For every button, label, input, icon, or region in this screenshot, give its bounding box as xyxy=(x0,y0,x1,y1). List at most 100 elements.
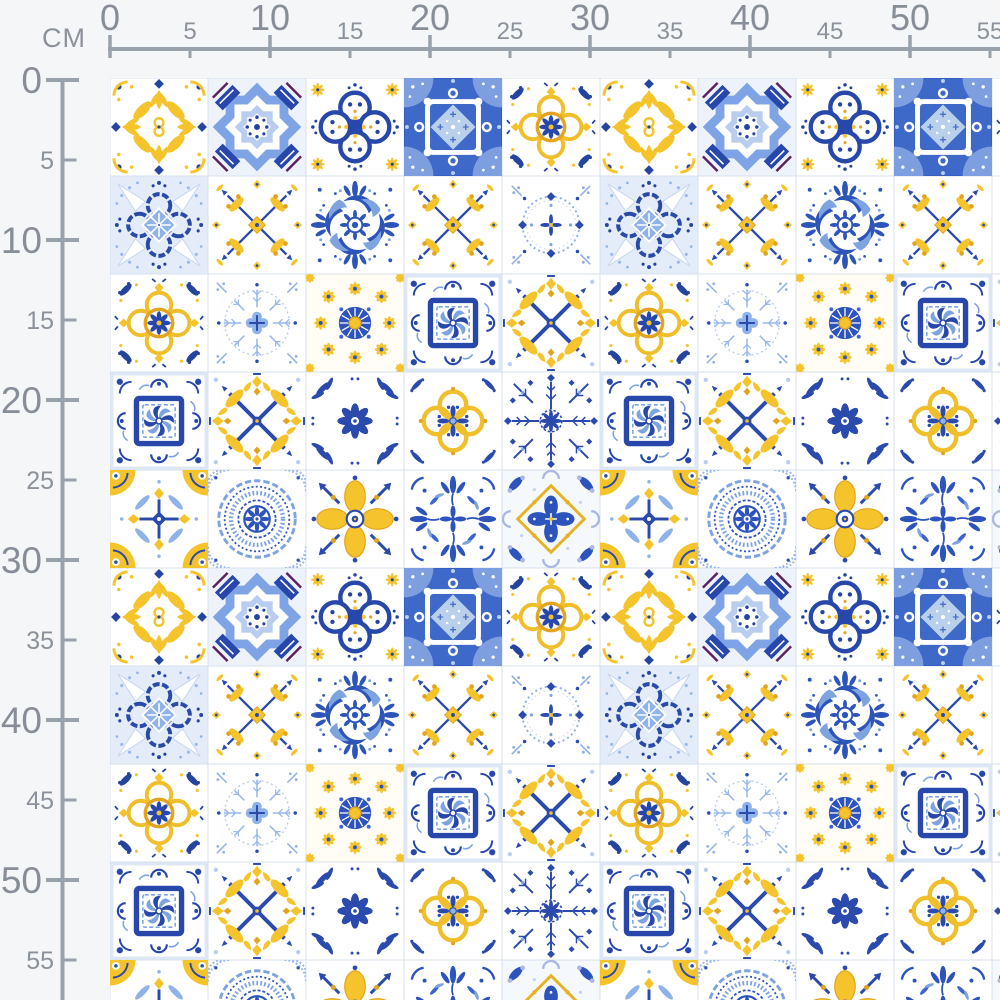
tile-daisy-field xyxy=(795,273,895,373)
tile-dense-blue-lattice xyxy=(502,372,600,470)
tile-bold-yellow-fleur-cross xyxy=(502,274,600,372)
top-ruler-minor-label: 15 xyxy=(337,18,364,45)
tile-fine-snowflake-wreath xyxy=(208,274,306,372)
tile-bold-yellow-fleur-cross xyxy=(992,274,1000,372)
tile-blue-square-frame-pinwheel xyxy=(404,274,502,372)
left-ruler-minor-label: 15 xyxy=(26,307,54,335)
top-ruler-minor-label: 55 xyxy=(977,18,1000,45)
tile-yellow-corner-scrolls xyxy=(110,960,208,1000)
tile-bold-yellow-fleur-cross xyxy=(502,764,600,862)
tile-yellow-corner-scrolls xyxy=(600,470,698,568)
left-ruler-major-label: 40 xyxy=(1,700,42,741)
tile-blue-square-frame-pinwheel xyxy=(600,862,698,960)
tile-ornate-blue-gold-center xyxy=(502,960,600,1000)
tile-yellow-fleur-x-cross xyxy=(698,666,796,764)
top-ruler-major-label: 0 xyxy=(100,0,120,38)
left-ruler-minor-label: 55 xyxy=(26,947,54,975)
tile-yellow-circle-medallion xyxy=(110,764,208,862)
tile-yellow-circle-medallion xyxy=(502,568,600,666)
tile-yellow-fleur-x-cross xyxy=(698,176,796,274)
tile-blue-square-frame-pinwheel xyxy=(404,764,502,862)
tile-bold-yellow-fleur-cross xyxy=(698,372,796,470)
top-ruler-minor-label: 5 xyxy=(183,18,196,45)
tile-blue-square-frame-pinwheel xyxy=(894,274,992,372)
left-ruler-minor-label: 5 xyxy=(40,147,54,175)
top-ruler-major-label: 10 xyxy=(250,0,290,38)
tile-yellow-corner-scrolls xyxy=(600,960,698,1000)
top-ruler-minor-label: 25 xyxy=(497,18,524,45)
tile-blue-eight-point-star xyxy=(698,568,796,666)
tile-yellow-fleur-x-cross xyxy=(404,176,502,274)
tile-pale-blue-medallion xyxy=(110,666,208,764)
tile-yellow-circle-medallion xyxy=(110,274,208,372)
tile-yellow-corner-scrolls xyxy=(110,470,208,568)
top-ruler-major-label: 20 xyxy=(410,0,450,38)
tile-yellow-floral-cross xyxy=(110,78,208,176)
tile-ornate-blue-gold-center xyxy=(992,960,1000,1000)
tile-blue-square-frame-pinwheel xyxy=(110,862,208,960)
tile-daisy-field xyxy=(795,763,895,863)
tile-yellow-circle-medallion xyxy=(600,274,698,372)
tile-blue-square-frame-pinwheel xyxy=(894,764,992,862)
top-ruler-minor-label: 35 xyxy=(657,18,684,45)
left-ruler-minor-label: 25 xyxy=(26,467,54,495)
tile-fine-snowflake-wreath xyxy=(208,764,306,862)
tile-blue-eight-point-star xyxy=(208,78,306,176)
tile-dense-blue-damask xyxy=(306,176,404,274)
tile-delicate-blue-wreath xyxy=(502,176,600,274)
left-ruler-major-label: 30 xyxy=(1,540,42,581)
left-ruler-major-label: 10 xyxy=(1,220,42,261)
top-ruler-major-label: 30 xyxy=(570,0,610,38)
tile-blue-damask-diamond xyxy=(894,78,992,176)
tile-yellow-fleur-x-cross xyxy=(404,666,502,764)
tile-delicate-blue-wreath xyxy=(992,666,1000,764)
tile-yellow-scalloped-quatrefoil xyxy=(894,862,992,960)
tile-yellow-fleur-x-cross xyxy=(894,176,992,274)
tile-yellow-scalloped-quatrefoil xyxy=(404,862,502,960)
tile-blue-foliage-sprays xyxy=(404,470,502,568)
tile-yellow-fleur-x-cross xyxy=(894,666,992,764)
tile-yellow-floral-cross xyxy=(600,568,698,666)
tile-blue-quatrefoil-circles xyxy=(306,78,404,176)
left-ruler-line xyxy=(60,78,65,1000)
tile-sparse-blue-rosette xyxy=(306,372,404,470)
tile-yellow-petal-cross xyxy=(306,470,404,568)
tile-yellow-fleur-x-cross xyxy=(208,176,306,274)
tile-yellow-circle-medallion xyxy=(992,568,1000,666)
tile-dense-blue-damask xyxy=(796,176,894,274)
tile-yellow-petal-cross xyxy=(306,960,404,1000)
tile-yellow-floral-cross xyxy=(600,78,698,176)
left-ruler-major-label: 50 xyxy=(1,860,42,901)
left-ruler-major-label: 0 xyxy=(21,60,42,101)
tile-bold-yellow-fleur-cross xyxy=(208,372,306,470)
tile-dense-blue-lattice xyxy=(502,862,600,960)
tile-blue-lace-medallion xyxy=(208,470,306,568)
tile-blue-eight-point-star xyxy=(698,78,796,176)
tile-ornate-blue-gold-center xyxy=(502,470,600,568)
tile-blue-quatrefoil-circles xyxy=(306,568,404,666)
tile-delicate-blue-wreath xyxy=(502,666,600,764)
tile-blue-foliage-sprays xyxy=(894,960,992,1000)
tile-pale-blue-medallion xyxy=(110,176,208,274)
tile-blue-square-frame-pinwheel xyxy=(600,372,698,470)
top-ruler-major-label: 40 xyxy=(730,0,770,38)
tile-yellow-petal-cross xyxy=(796,470,894,568)
tile-dense-blue-damask xyxy=(796,666,894,764)
tile-grid xyxy=(110,78,1000,1000)
tile-yellow-circle-medallion xyxy=(600,764,698,862)
tile-sparse-blue-rosette xyxy=(796,862,894,960)
tile-blue-foliage-sprays xyxy=(404,960,502,1000)
ruler-unit-label: CM xyxy=(42,23,86,53)
tile-dense-blue-lattice xyxy=(992,862,1000,960)
tile-bold-yellow-fleur-cross xyxy=(698,862,796,960)
tile-blue-foliage-sprays xyxy=(894,470,992,568)
tile-blue-lace-medallion xyxy=(208,960,306,1000)
tile-blue-eight-point-star xyxy=(208,568,306,666)
tile-yellow-scalloped-quatrefoil xyxy=(894,372,992,470)
top-ruler-line xyxy=(108,47,1000,51)
tile-blue-lace-medallion xyxy=(698,960,796,1000)
tile-bold-yellow-fleur-cross xyxy=(992,764,1000,862)
tile-fine-snowflake-wreath xyxy=(698,274,796,372)
tile-yellow-circle-medallion xyxy=(502,78,600,176)
